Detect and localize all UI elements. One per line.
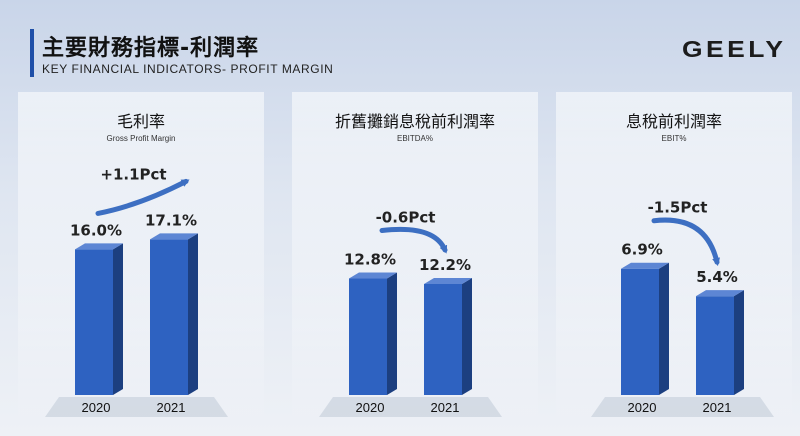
bar-side (188, 233, 198, 395)
change-arrow (379, 226, 448, 254)
bar-top (424, 277, 472, 284)
category-label: 2021 (703, 400, 732, 415)
bar-top (150, 233, 198, 240)
bar-2020 (75, 243, 123, 395)
page-subtitle: KEY FINANCIAL INDICATORS- PROFIT MARGIN (42, 62, 334, 76)
change-label: -0.6Pct (376, 209, 436, 227)
chart-panel-ebitda: 折舊攤銷息稅前利潤率 EBITDA% 12.8% 2020 12.2% 2021 -0.… (292, 92, 538, 428)
bar-2020 (621, 262, 669, 395)
value-label: 5.4% (696, 268, 738, 286)
change-label: +1.1Pct (100, 165, 166, 183)
chart-subtitle: Gross Profit Margin (106, 134, 176, 143)
page-title: 主要財務指標-利潤率 (42, 36, 260, 61)
chart-subtitle: EBIT% (661, 134, 687, 143)
value-label: 12.8% (344, 251, 396, 269)
floor-shadow (591, 397, 774, 417)
value-label: 17.1% (145, 211, 197, 229)
category-label: 2020 (628, 400, 657, 415)
bar-2021 (424, 277, 472, 395)
chart-panel-gross-margin: 毛利率 Gross Profit Margin 16.0% 2020 17.1% 20… (18, 92, 264, 428)
chart-panel-ebit: 息稅前利潤率 EBIT% 6.9% 2020 5.4% 2021 -1.5Pct (556, 92, 792, 428)
value-label: 6.9% (621, 241, 663, 259)
bar-top (75, 243, 123, 250)
slide-header: 主要財務指標-利潤率 KEY FINANCIAL INDICATORS- PRO… (0, 0, 800, 90)
bar-front (696, 296, 734, 395)
panel-background (18, 92, 264, 428)
change-arrow (651, 217, 720, 267)
chart-title: 毛利率 (116, 112, 165, 131)
bar-2020 (349, 272, 397, 395)
bar-front (349, 278, 387, 395)
value-label: 12.2% (419, 256, 471, 274)
category-label: 2020 (356, 400, 385, 415)
chart-svg: 6.9% 2020 5.4% 2021 -1.5Pct (591, 199, 774, 417)
bar-side (659, 262, 669, 395)
floor-shadow (319, 397, 502, 417)
bar-top (696, 290, 744, 297)
category-label: 2021 (431, 400, 460, 415)
panel-background (292, 92, 538, 428)
chart-title: 息稅前利潤率 (625, 112, 722, 131)
chart-svg: 12.8% 2020 12.2% 2021 -0.6Pct (319, 209, 502, 417)
chart-title: 折舊攤銷息稅前利潤率 (334, 112, 495, 131)
bar-top (621, 262, 669, 269)
title-accent-bar (30, 29, 34, 77)
bar-front (75, 249, 113, 395)
bar-side (462, 277, 472, 395)
bar-2021 (150, 233, 198, 395)
geely-logo: GEELY (682, 36, 787, 62)
category-label: 2021 (157, 400, 186, 415)
chart-subtitle: EBITDA% (396, 134, 433, 143)
change-label: -1.5Pct (648, 199, 708, 217)
bar-top (349, 272, 397, 279)
bar-front (150, 239, 188, 395)
category-label: 2020 (82, 400, 111, 415)
value-label: 16.0% (70, 221, 122, 239)
bar-side (387, 272, 397, 395)
bar-front (621, 268, 659, 395)
bar-side (734, 290, 744, 395)
bar-front (424, 283, 462, 395)
change-arrow (95, 178, 190, 216)
chart-svg: 16.0% 2020 17.1% 2021 +1.1Pct (45, 165, 228, 417)
bar-side (113, 243, 123, 395)
panel-background (556, 92, 792, 428)
floor-shadow (45, 397, 228, 417)
bar-2021 (696, 290, 744, 395)
